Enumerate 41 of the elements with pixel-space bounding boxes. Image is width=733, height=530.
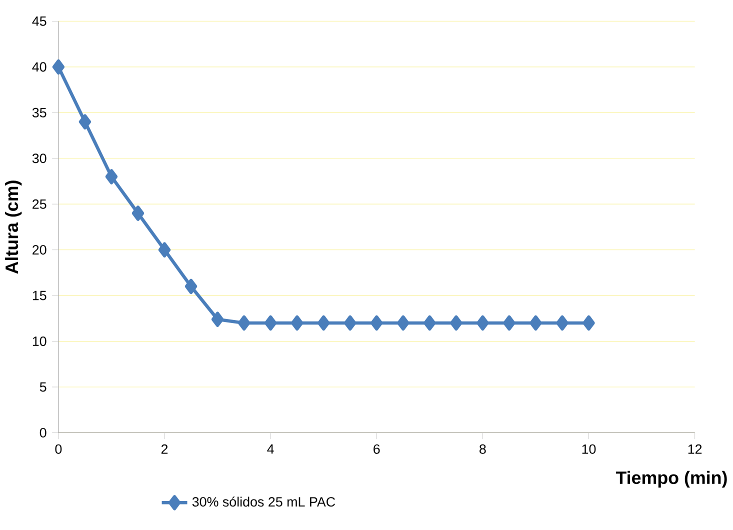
point: [184, 278, 198, 294]
y-tick-label: 10: [32, 336, 46, 346]
legend-label: 30% sólidos 25 mL PAC: [192, 496, 336, 506]
point: [238, 315, 250, 330]
point: [264, 315, 277, 330]
x-tick-label: 10: [582, 444, 596, 454]
point: [290, 315, 304, 330]
point: [503, 315, 516, 330]
y-tick-label: 20: [32, 244, 46, 254]
y-tick-label: 25: [32, 199, 46, 209]
x-tick-label: 0: [55, 444, 62, 454]
point: [344, 315, 356, 330]
point: [105, 168, 118, 184]
x-tick-label: 6: [374, 444, 380, 454]
y-tick-label: 0: [40, 428, 46, 438]
point: [582, 315, 595, 330]
point: [52, 59, 65, 74]
point: [450, 315, 462, 330]
x-tick-label: 4: [267, 444, 274, 454]
y-tick-label: 35: [32, 108, 46, 118]
y-axis-title: Altura (cm): [4, 180, 22, 274]
point: [211, 312, 224, 327]
y-tick-label: 5: [40, 382, 46, 392]
point: [78, 114, 92, 130]
point: [370, 315, 383, 330]
x-tick-label: 8: [480, 444, 486, 454]
x-tick-label: 12: [688, 444, 702, 454]
y-tick-label: 30: [32, 153, 46, 163]
point: [424, 315, 436, 330]
point: [530, 315, 542, 330]
point: [317, 315, 330, 330]
x-tick-label: 2: [161, 444, 168, 454]
y-tick-label: 15: [32, 290, 46, 300]
point: [132, 206, 144, 221]
point: [476, 315, 489, 330]
point: [158, 242, 171, 258]
point: [556, 315, 568, 330]
y-tick-label: 45: [32, 16, 46, 26]
x-axis-title: Tiempo (min): [616, 470, 727, 488]
point: [397, 315, 410, 330]
y-tick-label: 40: [32, 62, 46, 72]
